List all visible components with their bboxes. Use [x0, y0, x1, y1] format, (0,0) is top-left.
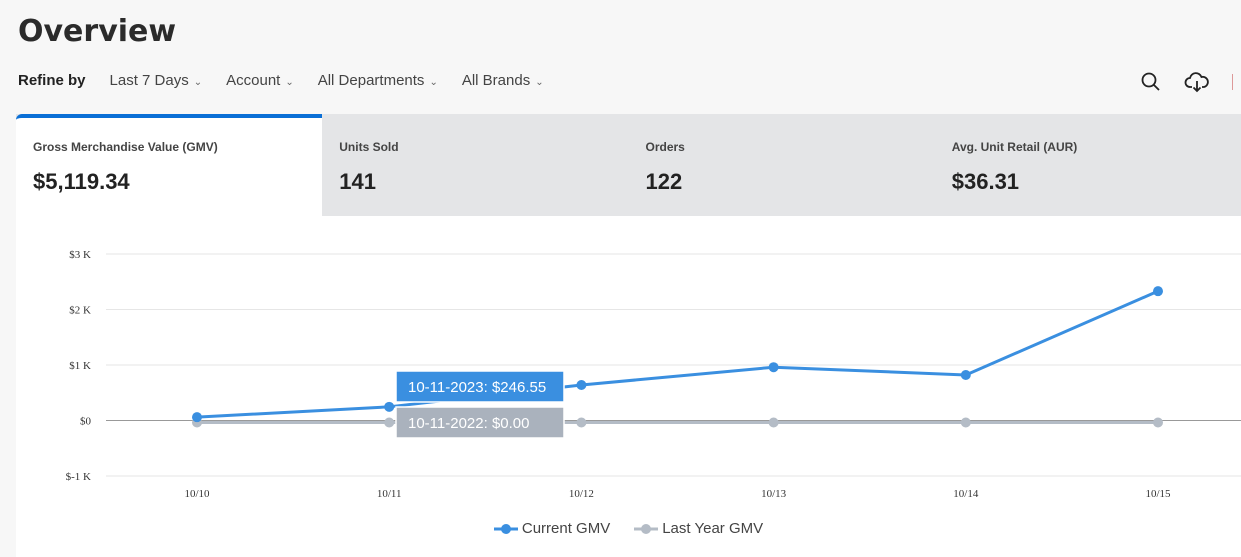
chevron-down-icon: ⌄ — [429, 77, 438, 88]
page-title: Overview — [18, 14, 177, 49]
series-line — [196, 289, 1159, 419]
y-tick-label: $-1 K — [66, 471, 91, 483]
legend-label: Last Year GMV — [662, 520, 764, 537]
cloud-download-icon[interactable] — [1184, 70, 1210, 94]
filter-bar: Refine by Last 7 Days ⌄ Account ⌄ All Depa… — [18, 72, 568, 89]
search-icon[interactable] — [1140, 71, 1162, 93]
tooltip-text: 10-11-2022: $0.00 — [408, 415, 530, 432]
metric-label: Gross Merchandise Value (GMV) — [33, 140, 218, 154]
metric-tab-aur[interactable]: Avg. Unit Retail (AUR) $36.31 — [935, 114, 1241, 216]
data-point — [192, 412, 202, 423]
tooltip-text: 10-11-2023: $246.55 — [408, 379, 546, 396]
data-point — [576, 417, 587, 428]
x-tick-label: 10/12 — [569, 488, 594, 500]
legend-label: Current GMV — [521, 520, 611, 537]
y-tick-label: $1 K — [69, 360, 91, 372]
metric-value: 122 — [645, 169, 683, 194]
x-tick-label: 10/11 — [377, 488, 402, 500]
metric-value: 141 — [339, 169, 376, 194]
dropdown-label: All Brands — [461, 72, 531, 89]
y-tick-label: $2 K — [69, 305, 91, 317]
chevron-down-icon: ⌄ — [193, 77, 203, 88]
metric-label: Avg. Unit Retail (AUR) — [951, 140, 1078, 154]
data-point — [960, 417, 971, 428]
chevron-down-icon: ⌄ — [285, 77, 294, 88]
x-tick-label: 10/14 — [953, 488, 979, 500]
account-dropdown[interactable]: Account ⌄ — [226, 72, 294, 89]
refine-label: Refine by — [18, 72, 86, 89]
dropdown-label: Account — [226, 72, 281, 89]
legend-marker — [634, 523, 659, 534]
metric-value: $5,119.34 — [33, 169, 130, 194]
tooltip-box — [395, 370, 565, 403]
y-tick-label: $0 — [80, 416, 92, 428]
chevron-down-icon: ⌄ — [535, 77, 544, 88]
legend-marker — [493, 523, 518, 534]
metric-label: Orders — [645, 140, 685, 154]
data-point — [768, 417, 779, 428]
metric-tab-units-sold[interactable]: Units Sold 141 — [322, 114, 628, 216]
departments-dropdown[interactable]: All Departments ⌄ — [318, 72, 438, 89]
data-point — [960, 369, 971, 380]
brands-dropdown[interactable]: All Brands ⌄ — [462, 72, 544, 89]
dropdown-label: Last 7 Days — [109, 72, 189, 89]
data-point — [768, 362, 779, 373]
metric-label: Units Sold — [339, 140, 399, 154]
tooltip-box — [395, 406, 565, 439]
date-range-dropdown[interactable]: Last 7 Days ⌄ — [110, 72, 203, 89]
legend-current-gmv[interactable]: Current GMV — [493, 520, 611, 537]
x-tick-label: 10/10 — [184, 488, 210, 500]
toolbar-icons — [1140, 70, 1241, 94]
metric-tabs: Gross Merchandise Value (GMV) $5,119.34 U… — [16, 114, 1241, 216]
data-point — [1153, 417, 1163, 428]
gmv-chart: $3 K $2 K $1 K $0 $-1 K 10/10 10/11 10/12 10/13 1… — [16, 216, 1241, 557]
data-point — [1153, 286, 1163, 297]
metric-tab-gmv[interactable]: Gross Merchandise Value (GMV) $5,119.34 — [16, 114, 323, 216]
chart-legend: Current GMV Last Year GMV — [16, 520, 1241, 537]
data-point — [384, 401, 395, 412]
y-tick-label: $3 K — [69, 249, 91, 261]
metric-value: $36.31 — [951, 169, 1020, 194]
metric-tab-orders[interactable]: Orders 122 — [629, 114, 935, 216]
data-point — [384, 417, 395, 428]
legend-last-year-gmv[interactable]: Last Year GMV — [634, 520, 763, 537]
data-point — [576, 379, 587, 390]
tooltip-current: 10-11-2023: $246.55 — [395, 370, 565, 403]
x-tick-label: 10/15 — [1145, 488, 1171, 500]
x-tick-label: 10/13 — [761, 488, 787, 500]
dropdown-label: All Departments — [317, 72, 425, 89]
line-chart: $3 K $2 K $1 K $0 $-1 K 10/10 10/11 10/12 10/13 1… — [66, 249, 1241, 500]
tooltip-last-year: 10-11-2022: $0.00 — [395, 406, 565, 439]
divider — [1232, 74, 1233, 90]
